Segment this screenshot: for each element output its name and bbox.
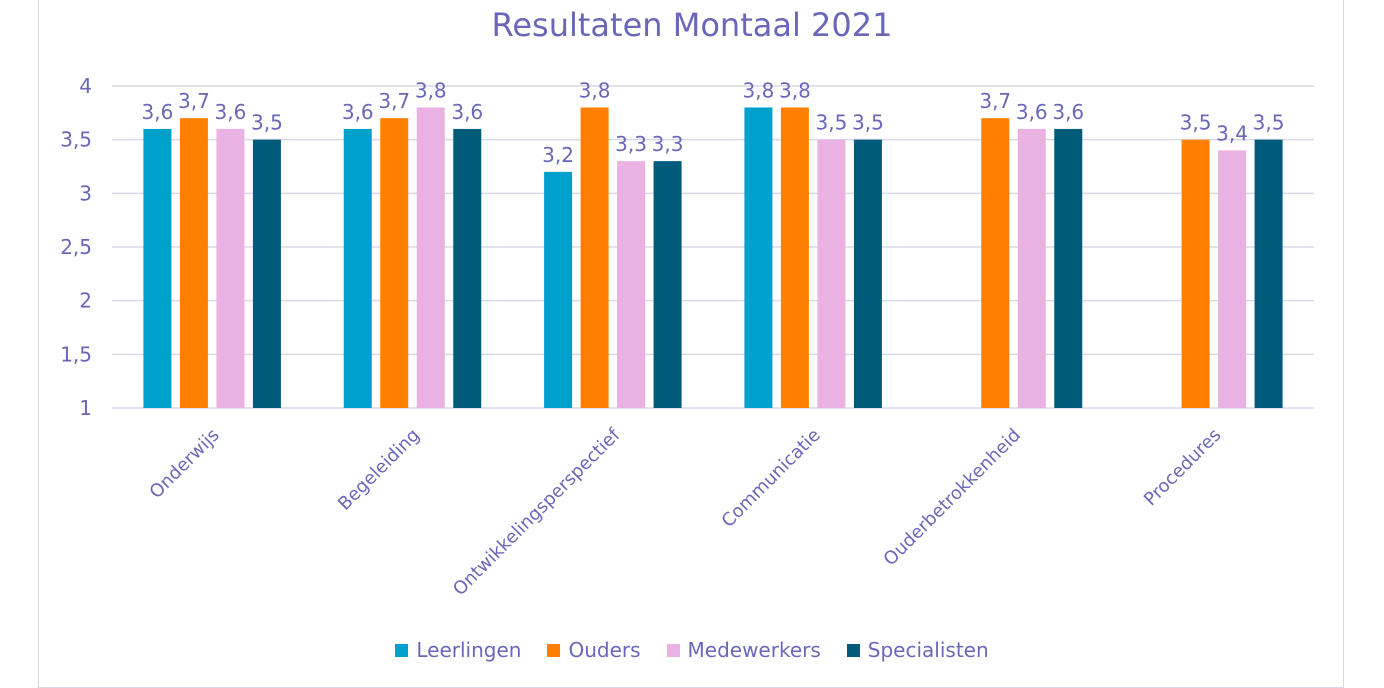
bar: [544, 171, 573, 408]
bar: [653, 161, 682, 408]
bar: [853, 139, 882, 408]
bar: [780, 107, 809, 408]
data-label: 3,5: [1253, 111, 1285, 135]
x-tick-label: Onderwijs: [146, 425, 224, 503]
bar: [744, 107, 773, 408]
bar: [981, 118, 1010, 408]
legend-label-ouders: Ouders: [568, 638, 641, 662]
legend-swatch-medewerkers: [666, 643, 680, 657]
bar: [580, 107, 609, 408]
data-label: 3,5: [251, 111, 283, 135]
bar: [1218, 150, 1247, 408]
bar: [1181, 139, 1210, 408]
bar: [817, 139, 846, 408]
bar: [343, 128, 372, 408]
legend-label-specialisten: Specialisten: [867, 638, 989, 662]
bar: [1017, 128, 1046, 408]
data-label: 3,3: [652, 132, 684, 156]
legend-swatch-leerlingen: [395, 643, 409, 657]
data-label: 3,8: [415, 78, 447, 102]
bar: [416, 107, 445, 408]
data-label: 3,6: [451, 100, 483, 124]
bar: [453, 128, 482, 408]
bar: [143, 128, 172, 408]
data-label: 3,5: [852, 111, 884, 135]
bar: [179, 118, 208, 408]
legend-swatch-ouders: [547, 643, 561, 657]
legend-item-ouders: Ouders: [547, 638, 641, 662]
y-tick-label: 2: [79, 289, 92, 313]
data-label: 3,6: [342, 100, 374, 124]
bar: [216, 128, 245, 408]
data-label: 3,6: [142, 100, 174, 124]
bar: [617, 161, 646, 408]
x-tick-label: Begeleiding: [334, 425, 424, 515]
legend-item-medewerkers: Medewerkers: [666, 638, 821, 662]
bar: [252, 139, 281, 408]
y-tick-label: 4: [79, 74, 92, 98]
bar: [1254, 139, 1283, 408]
data-label: 3,6: [1016, 100, 1048, 124]
legend-item-specialisten: Specialisten: [846, 638, 989, 662]
x-tick-label: Ouderbetrokkenheid: [880, 425, 1025, 570]
y-tick-label: 3,5: [60, 128, 92, 152]
data-label: 3,7: [979, 89, 1011, 113]
data-label: 3,8: [579, 78, 611, 102]
x-tick-label: Communicatie: [718, 425, 825, 532]
legend-label-medewerkers: Medewerkers: [687, 638, 821, 662]
legend-item-leerlingen: Leerlingen: [395, 638, 521, 662]
legend-label-leerlingen: Leerlingen: [416, 638, 522, 662]
data-label: 3,7: [378, 89, 410, 113]
data-label: 3,5: [1180, 111, 1212, 135]
y-tick-label: 1: [79, 396, 92, 420]
bar: [380, 118, 409, 408]
chart-title: Resultaten Montaal 2021: [491, 6, 893, 44]
data-label: 3,7: [178, 89, 210, 113]
x-tick-label: Ontwikkelingsperspectief: [449, 424, 625, 600]
data-label: 3,2: [542, 143, 574, 167]
data-label: 3,8: [779, 78, 811, 102]
data-label: 3,5: [816, 111, 848, 135]
data-label: 3,6: [215, 100, 247, 124]
y-tick-label: 2,5: [60, 235, 92, 259]
y-tick-label: 1,5: [60, 342, 92, 366]
legend-swatch-specialisten: [846, 643, 860, 657]
y-tick-label: 3: [79, 181, 92, 205]
chart-legend: Leerlingen Ouders Medewerkers Specialist…: [0, 638, 1384, 662]
bar: [1054, 128, 1083, 408]
data-label: 3,3: [615, 132, 647, 156]
data-label: 3,6: [1052, 100, 1084, 124]
x-tick-label: Procedures: [1140, 425, 1225, 510]
data-label: 3,8: [743, 78, 775, 102]
data-label: 3,4: [1216, 121, 1248, 145]
